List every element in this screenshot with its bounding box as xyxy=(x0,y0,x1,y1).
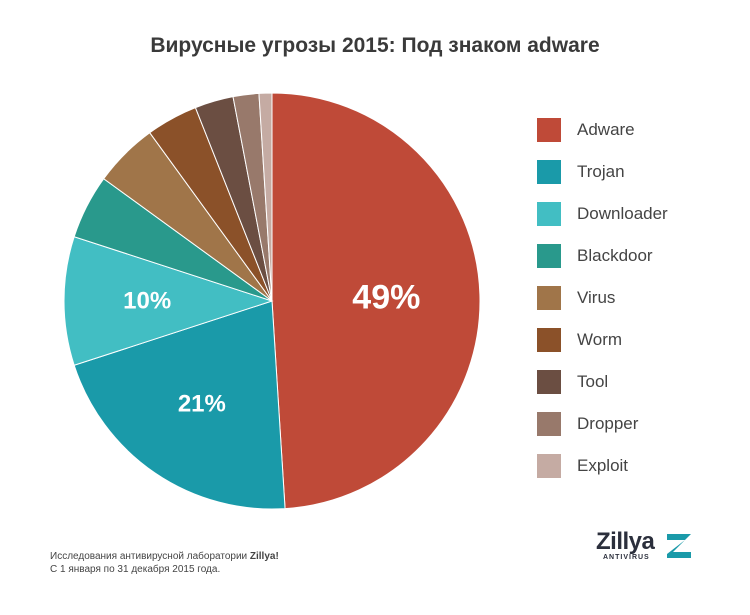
footnote: Исследования антивирусной лаборатории Zi… xyxy=(50,550,279,576)
footnote-line-1: Исследования антивирусной лаборатории Zi… xyxy=(50,550,279,563)
legend-item-blackdoor: Blackdoor xyxy=(537,244,668,286)
pie-slice-exploit xyxy=(258,92,273,302)
legend-label: Blackdoor xyxy=(577,246,653,265)
legend-swatch xyxy=(537,160,561,184)
legend-label: Tool xyxy=(577,372,609,391)
legend-item-dropper: Dropper xyxy=(537,412,668,454)
legend-item-tool: Tool xyxy=(537,370,668,412)
pie-slice-trojan xyxy=(73,300,286,510)
legend-label: Worm xyxy=(577,330,623,349)
legend-label: Downloader xyxy=(577,204,668,223)
legend-label: Virus xyxy=(577,288,616,307)
chart-title: Вирусные угрозы 2015: Под знаком adware xyxy=(150,34,600,57)
legend-label: Adware xyxy=(577,120,635,139)
pie-slice-downloader xyxy=(63,236,274,366)
legend-label: Dropper xyxy=(577,414,639,433)
logo-subtitle: ANTIVIRUS xyxy=(603,554,650,561)
legend-item-trojan: Trojan xyxy=(537,160,668,202)
legend-item-adware: Adware xyxy=(537,118,668,160)
legend-label: Trojan xyxy=(577,162,625,181)
legend-swatch xyxy=(537,454,561,478)
legend-item-exploit: Exploit xyxy=(537,454,668,496)
footnote-text: Исследования антивирусной лаборатории xyxy=(50,551,250,562)
data-label-downloader: 10% xyxy=(123,288,171,315)
legend-item-worm: Worm xyxy=(537,328,668,370)
legend-item-downloader: Downloader xyxy=(537,202,668,244)
legend-swatch xyxy=(537,412,561,436)
data-label-adware: 49% xyxy=(352,278,420,316)
legend-swatch xyxy=(537,370,561,394)
footnote-line-2: С 1 января по 31 декабря 2015 года. xyxy=(50,564,221,575)
legend-item-virus: Virus xyxy=(537,286,668,328)
zillya-z-logo-icon xyxy=(667,534,691,558)
pie-slice-adware xyxy=(271,92,481,510)
data-label-trojan: 21% xyxy=(178,391,226,418)
legend-swatch xyxy=(537,118,561,142)
legend-swatch xyxy=(537,286,561,310)
legend-swatch xyxy=(537,244,561,268)
legend: Adware Trojan Downloader Blackdoor Virus Worm… xyxy=(537,118,668,496)
logo-wordmark: Zillya xyxy=(596,528,655,555)
zillya-logo: Zillya ANTIVIRUS xyxy=(596,528,696,564)
legend-label: Exploit xyxy=(577,456,629,475)
footnote-brand: Zillya! xyxy=(249,551,279,562)
legend-swatch xyxy=(537,328,561,352)
legend-swatch xyxy=(537,202,561,226)
